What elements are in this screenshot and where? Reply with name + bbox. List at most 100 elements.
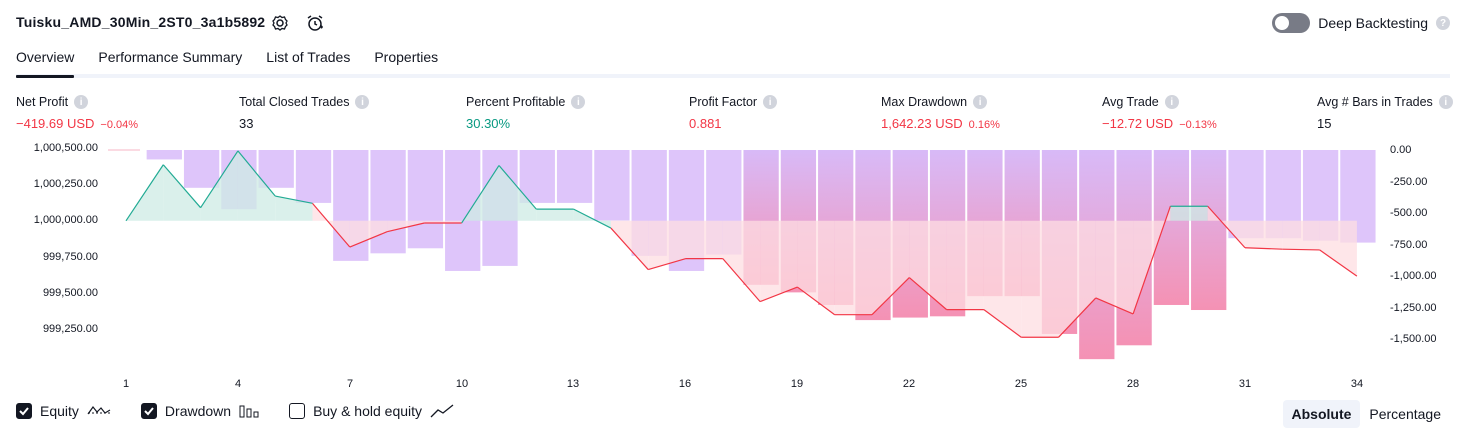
legend-drawdown-label: Drawdown bbox=[164, 403, 232, 419]
tab-performance-summary[interactable]: Performance Summary bbox=[98, 49, 243, 65]
equity-line-segment bbox=[1282, 248, 1320, 251]
drawdown-bar bbox=[780, 150, 817, 293]
gear-icon[interactable] bbox=[270, 13, 290, 33]
equity-line-segment bbox=[573, 208, 612, 229]
y-left-tick: 999,500.00 bbox=[42, 287, 98, 299]
equity-fill-segment bbox=[424, 220, 462, 223]
info-icon[interactable]: i bbox=[74, 95, 89, 109]
info-icon[interactable]: i bbox=[763, 95, 778, 109]
equity-fill-segment bbox=[1170, 206, 1208, 221]
equity-fill-segment bbox=[834, 220, 872, 315]
equity-fill-segment bbox=[200, 150, 238, 221]
metric-avg-bars-in-trades: Avg # Bars in Trades i 15 bbox=[1317, 94, 1453, 131]
drawdown-bar bbox=[1340, 150, 1376, 243]
equity-line-segment bbox=[871, 277, 910, 316]
alarm-clock-icon[interactable] bbox=[305, 13, 325, 33]
equity-fill-segment bbox=[237, 150, 276, 221]
x-tick: 34 bbox=[1350, 378, 1364, 390]
legend-equity[interactable]: Equity bbox=[16, 403, 111, 419]
equity-fill-segment bbox=[1021, 220, 1059, 338]
metric-percent: −0.04% bbox=[100, 119, 139, 131]
equity-line-segment bbox=[908, 277, 947, 311]
drawdown-bar bbox=[1041, 150, 1078, 334]
info-icon[interactable]: i bbox=[571, 95, 586, 109]
drawdown-checkbox[interactable] bbox=[140, 403, 157, 419]
drawdown-bar bbox=[1228, 150, 1264, 239]
equity-line-segment bbox=[461, 165, 500, 224]
metric-max-drawdown: Max Drawdown i 1,642.23 USD 0.16% bbox=[881, 94, 1000, 131]
info-icon[interactable]: i bbox=[973, 95, 988, 109]
drawdown-bar bbox=[743, 150, 779, 285]
legend-buy-hold[interactable]: Buy & hold equity bbox=[289, 403, 454, 419]
chart-legend: Equity Drawdown Buy & hold equity bbox=[16, 403, 484, 419]
tab-list-of-trades[interactable]: List of Trades bbox=[266, 49, 351, 65]
y-right-tick: -1,250.00 bbox=[1390, 302, 1437, 314]
deep-backtesting-toggle[interactable]: Deep Backtesting ? bbox=[1272, 13, 1450, 33]
x-tick: 25 bbox=[1014, 378, 1028, 390]
equity-line-icon bbox=[87, 406, 111, 415]
tab-properties[interactable]: Properties bbox=[374, 49, 439, 65]
equity-fill-segment bbox=[312, 203, 350, 248]
y-right-tick: -1,000.00 bbox=[1390, 270, 1437, 282]
tab-overview[interactable]: Overview bbox=[16, 48, 75, 78]
equity-fill-segment bbox=[163, 164, 201, 221]
equity-fill-segment bbox=[946, 220, 984, 310]
question-mark-icon[interactable]: ? bbox=[1436, 16, 1450, 30]
buy-hold-checkbox[interactable] bbox=[289, 403, 306, 419]
tab-bar: Overview Performance Summary List of Tra… bbox=[16, 48, 1450, 78]
drawdown-bar bbox=[333, 150, 369, 261]
equity-line-segment bbox=[349, 231, 388, 248]
metric-value: −12.72 USD bbox=[1102, 116, 1174, 131]
x-tick: 28 bbox=[1126, 378, 1140, 390]
info-icon[interactable]: i bbox=[1438, 95, 1453, 109]
equity-line-segment bbox=[610, 227, 649, 270]
equity-checkbox[interactable] bbox=[16, 403, 32, 419]
drawdown-bar bbox=[929, 150, 966, 317]
drawdown-bar bbox=[407, 150, 444, 249]
drawdown-bars-icon bbox=[239, 405, 259, 418]
equity-line-segment bbox=[1319, 249, 1358, 277]
metric-percent-profitable: Percent Profitable i 30.30% bbox=[466, 94, 586, 131]
legend-buy-hold-label: Buy & hold equity bbox=[313, 403, 423, 419]
drawdown-bar bbox=[1153, 150, 1190, 305]
metric-percent: −0.13% bbox=[1179, 119, 1217, 131]
drawdown-bar bbox=[1004, 150, 1040, 297]
info-icon[interactable]: i bbox=[355, 95, 370, 109]
y-left-tick: 999,250.00 bbox=[42, 323, 98, 335]
drawdown-bar bbox=[706, 150, 742, 255]
metric-profit-factor: Profit Factor i 0.881 bbox=[689, 94, 778, 131]
equity-fill-segment bbox=[1282, 220, 1320, 250]
info-icon[interactable]: i bbox=[1164, 95, 1179, 109]
equity-fill-segment bbox=[610, 220, 649, 270]
buy-hold-line-icon bbox=[430, 404, 454, 418]
equity-fill-segment bbox=[461, 165, 499, 223]
metric-value: 33 bbox=[239, 116, 254, 131]
drawdown-bar bbox=[1079, 150, 1115, 360]
y-right-tick: -250.00 bbox=[1390, 176, 1428, 188]
toggle-switch[interactable] bbox=[1272, 13, 1311, 33]
equity-line-segment bbox=[759, 286, 798, 303]
metric-value: 0.881 bbox=[689, 116, 722, 131]
absolute-button[interactable]: Absolute bbox=[1282, 400, 1361, 428]
drawdown-bar bbox=[668, 150, 705, 271]
metric-percent: 0.16% bbox=[968, 119, 1000, 131]
equity-fill-segment bbox=[909, 220, 947, 310]
drawdown-bar bbox=[221, 150, 257, 210]
drawdown-bar bbox=[1265, 150, 1301, 239]
drawdown-bar bbox=[1116, 150, 1152, 346]
metric-value: 30.30% bbox=[466, 116, 511, 131]
metric-label: Net Profit bbox=[16, 95, 69, 109]
drawdown-bar bbox=[631, 150, 667, 256]
legend-drawdown[interactable]: Drawdown bbox=[140, 403, 259, 419]
strategy-title: Tuisku_AMD_30Min_2ST0_3a1b5892 bbox=[16, 14, 266, 30]
percentage-button[interactable]: Percentage bbox=[1369, 406, 1441, 422]
x-tick: 10 bbox=[455, 378, 469, 390]
scale-toggle: Absolute Percentage bbox=[1282, 400, 1451, 428]
drawdown-bar bbox=[1302, 150, 1339, 241]
drawdown-bar bbox=[1191, 150, 1227, 311]
equity-fill-segment bbox=[126, 164, 164, 221]
metric-avg-trade: Avg Trade i −12.72 USD −0.13% bbox=[1102, 94, 1217, 131]
y-right-tick: -500.00 bbox=[1390, 207, 1428, 219]
equity-fill-segment bbox=[797, 220, 835, 315]
y-right-tick: 0.00 bbox=[1390, 144, 1412, 156]
